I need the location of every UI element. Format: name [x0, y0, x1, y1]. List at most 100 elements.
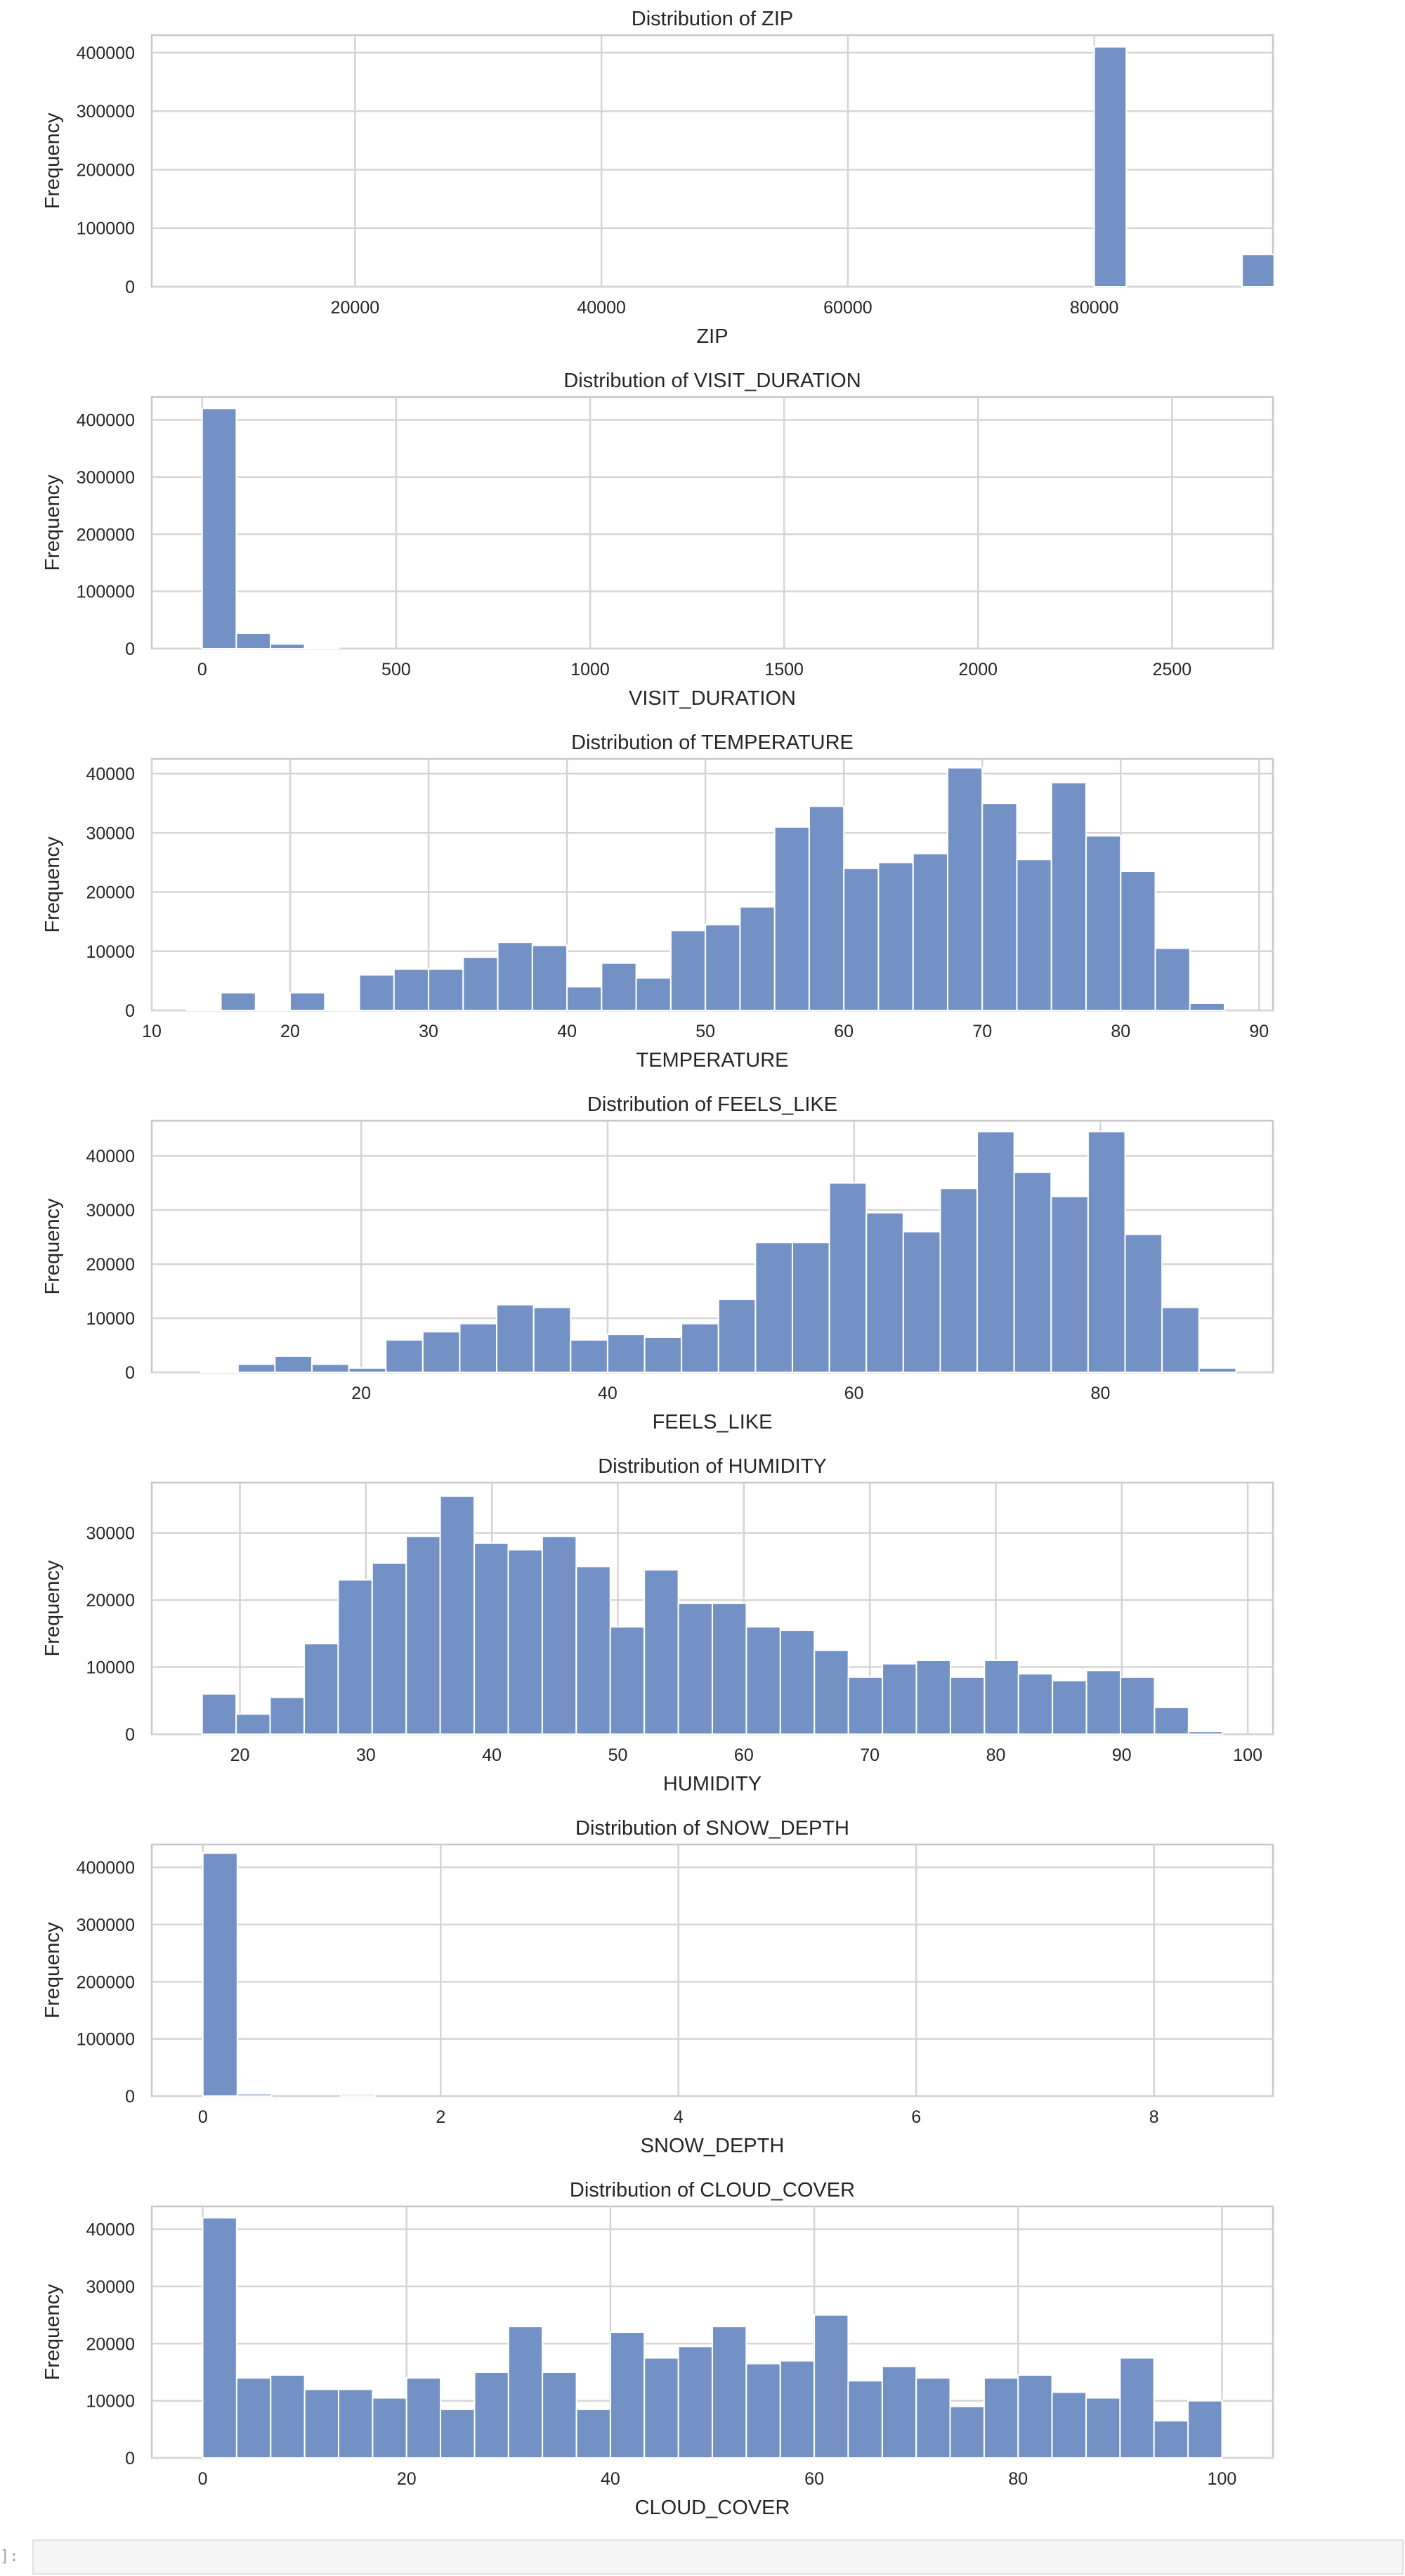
histogram-bar: [235, 2377, 272, 2459]
histogram-bar: [254, 1008, 292, 1012]
y-tick-label: 100000: [77, 219, 135, 239]
histogram-bar: [643, 1569, 679, 1735]
histogram-bar: [405, 2377, 442, 2459]
x-tick-label: 0: [198, 2469, 208, 2489]
histogram-bar: [828, 1182, 868, 1373]
x-tick-label: 30: [356, 1745, 376, 1765]
histogram-bar: [1050, 781, 1087, 1011]
histogram-bar: [303, 2388, 339, 2459]
histogram-bar: [717, 1299, 757, 1373]
chart-title: Distribution of VISIT_DURATION: [563, 370, 861, 392]
y-tick-label: 40000: [86, 2220, 135, 2240]
x-tick-label: 30: [419, 1022, 438, 1041]
y-axis-label: Frequency: [41, 1560, 64, 1657]
histogram-bar: [1153, 2420, 1189, 2459]
y-tick-label: 10000: [86, 1309, 135, 1329]
y-axis-label: Frequency: [41, 2284, 64, 2381]
histogram-bar: [202, 1852, 238, 2097]
histogram-bar: [473, 2371, 509, 2459]
chart-panel: 0 500 1000 1500 2000 2500 0 100000 200000 300000 4…: [41, 370, 1274, 710]
x-axis-label: VISIT_DURATION: [629, 687, 796, 710]
histogram-bar: [946, 767, 984, 1012]
plot-area: [150, 1843, 1274, 2097]
histogram-bar: [643, 2357, 679, 2459]
histogram-bar: [813, 2314, 849, 2459]
x-tick-label: 70: [972, 1022, 992, 1041]
x-tick-label: 2000: [958, 660, 998, 679]
x-tick-label: 40: [557, 1022, 577, 1041]
chart-panel: 20000 40000 60000 80000 0 100000 200000 300000 4…: [41, 8, 1275, 348]
histogram-bar: [385, 1339, 424, 1374]
histogram-bar: [473, 1542, 509, 1735]
histogram-bar: [1187, 2400, 1223, 2459]
histogram-bar: [570, 1339, 608, 1374]
chart-title: Distribution of TEMPERATURE: [571, 731, 854, 754]
y-tick-label: 20000: [86, 1591, 135, 1611]
histogram-bar: [269, 1696, 305, 1736]
histogram-bar: [428, 968, 464, 1012]
histogram-bar: [1085, 1670, 1122, 1736]
chart-panel: 10 20 30 40 50 60 70 80 90 0 10000 20000 30000 40000 D…: [41, 731, 1274, 1072]
histogram-bar: [1198, 1367, 1237, 1373]
histogram-bar: [1161, 1306, 1200, 1374]
x-tick-label: 2: [436, 2107, 445, 2127]
histogram-bar: [635, 977, 672, 1012]
histogram-bar: [507, 2325, 544, 2459]
notebook-cell: ]:: [0, 2538, 1405, 2576]
x-tick-label: 20: [351, 1384, 371, 1403]
histogram-bar: [1154, 947, 1191, 1012]
histogram-bar: [337, 2388, 374, 2459]
histogram-bar: [669, 930, 707, 1011]
y-tick-label: 100000: [77, 583, 135, 602]
x-axis-label: HUMIDITY: [663, 1773, 762, 1795]
x-tick-label: 80: [1111, 1022, 1130, 1041]
x-tick-label: 60000: [823, 298, 873, 318]
y-tick-label: 30000: [86, 2277, 135, 2297]
histogram-bar: [1124, 1233, 1163, 1373]
histogram-bar: [303, 646, 340, 649]
histogram-bar: [303, 1643, 339, 1735]
chart-title: Distribution of HUMIDITY: [598, 1455, 827, 1478]
histogram-bar: [235, 1713, 271, 1735]
histogram-bar: [340, 2093, 377, 2097]
histogram-bar: [531, 944, 568, 1012]
histogram-bar: [902, 1230, 941, 1373]
histogram-bar: [745, 1626, 781, 1735]
y-axis-label: Frequency: [41, 1922, 64, 2019]
x-tick-label: 500: [381, 660, 411, 679]
y-tick-label: 10000: [86, 2392, 135, 2412]
histogram-bar: [1052, 1679, 1087, 1736]
chart-panel: 20 40 60 80 0 10000 20000 30000 40000 Distributio…: [41, 1093, 1274, 1433]
histogram-bar: [200, 1370, 239, 1373]
histogram-bar: [269, 643, 306, 649]
histogram-bar: [459, 1322, 498, 1374]
histogram-bar: [1189, 1002, 1226, 1011]
histogram-bar: [813, 1649, 849, 1735]
x-tick-label: 40000: [577, 298, 626, 318]
x-tick-label: 0: [198, 2107, 208, 2127]
x-tick-label: 90: [1249, 1022, 1269, 1041]
x-tick-label: 60: [734, 1745, 754, 1765]
cell-prompt: ]:: [0, 2548, 19, 2565]
histogram-bar: [915, 1659, 951, 1735]
x-axis-label: SNOW_DEPTH: [641, 2135, 785, 2157]
x-tick-label: 100: [1208, 2469, 1237, 2489]
histogram-bar: [235, 632, 271, 650]
histogram-bar: [348, 1367, 387, 1373]
histogram-bar: [1051, 2391, 1087, 2459]
histogram-bar: [270, 2374, 306, 2459]
histogram-bar: [865, 1211, 904, 1373]
histogram-bar: [202, 2217, 237, 2459]
y-tick-label: 40000: [86, 1147, 135, 1166]
x-tick-label: 50: [695, 1022, 715, 1041]
histogram-bar: [705, 923, 741, 1011]
histogram-bar: [324, 1008, 360, 1012]
histogram-bar: [1241, 254, 1275, 287]
histogram-bar: [422, 1331, 461, 1373]
histogram-bar: [808, 805, 845, 1011]
chart-title: Distribution of SNOW_DEPTH: [575, 1817, 849, 1840]
x-tick-label: 80: [1008, 2469, 1028, 2489]
histogram-bar: [847, 2380, 883, 2459]
cell-input[interactable]: [32, 2539, 1404, 2575]
